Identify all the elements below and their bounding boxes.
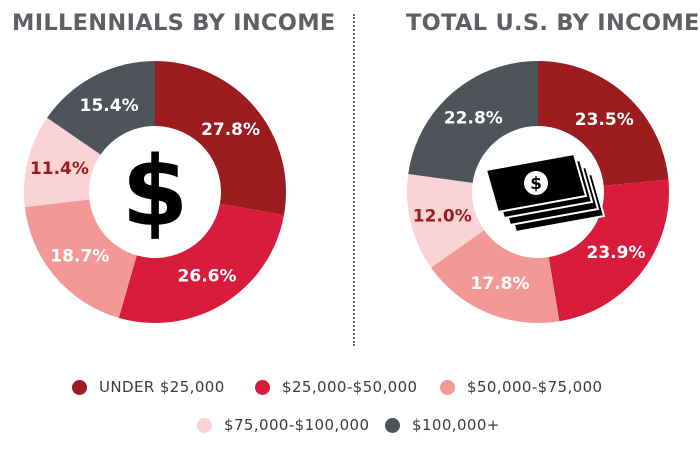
- legend-label: $100,000+: [412, 416, 500, 434]
- data-label: 17.8%: [471, 274, 530, 294]
- slice-25k-50k: [118, 203, 284, 323]
- slice-25k-50k: [548, 179, 669, 322]
- data-label: 12.0%: [413, 206, 472, 226]
- legend-item-50k-75k: $50,000-$75,000: [440, 378, 602, 396]
- legend-swatch: [255, 379, 270, 395]
- legend-label: UNDER $25,000: [99, 378, 225, 396]
- chart-title: TOTAL U.S. BY INCOME: [406, 10, 700, 36]
- legend: UNDER $25,000 $25,000-$50,000 $50,000-$7…: [0, 370, 700, 452]
- slice-50k-75k: [24, 199, 137, 318]
- divider: [353, 14, 355, 346]
- slice-100k-plus: [47, 61, 155, 155]
- chart-title: MILLENNIALS BY INCOME: [12, 10, 336, 36]
- legend-label: $25,000-$50,000: [282, 378, 418, 396]
- legend-swatch: [440, 379, 455, 395]
- slice-50k-75k: [431, 230, 560, 323]
- data-label: 11.4%: [30, 159, 89, 179]
- slice-75k-100k: [23, 117, 101, 208]
- data-label: 23.5%: [575, 110, 634, 130]
- legend-item-100k-plus: $100,000+: [385, 416, 500, 434]
- dollar-sign-icon: $: [122, 136, 189, 248]
- millennials-donut-chart: 27.8% 26.6% 18.7% 11.4% 15.4% $: [23, 61, 286, 323]
- money-stack-icon: $: [484, 152, 606, 234]
- millennials-chart-panel: MILLENNIALS BY INCOME 27.8% 26.6% 18.7% 11.…: [0, 0, 350, 350]
- total-us-donut-chart: 23.5% 23.9% 17.8% 12.0% 22.8% $: [407, 61, 669, 323]
- total-us-chart-panel: TOTAL U.S. BY INCOME 23.5% 23.9% 17.8% 12.0…: [350, 0, 700, 350]
- slice-100k-plus: [408, 61, 538, 183]
- legend-label: $75,000-$100,000: [224, 416, 370, 434]
- data-label: 15.4%: [80, 96, 139, 116]
- data-label: 26.6%: [178, 267, 237, 287]
- legend-label: $50,000-$75,000: [467, 378, 603, 396]
- svg-text:$: $: [530, 174, 542, 194]
- legend-item-75k-100k: $75,000-$100,000: [197, 416, 369, 434]
- legend-swatch: [197, 417, 212, 433]
- data-label: 27.8%: [201, 120, 260, 140]
- data-label: 18.7%: [50, 247, 109, 267]
- slice-under-25k: [155, 61, 286, 216]
- legend-item-under-25k: UNDER $25,000: [72, 378, 225, 396]
- legend-swatch: [72, 379, 87, 395]
- legend-swatch: [385, 417, 400, 433]
- data-label: 23.9%: [587, 243, 646, 263]
- slice-75k-100k: [407, 173, 485, 268]
- legend-item-25k-50k: $25,000-$50,000: [255, 378, 417, 396]
- slice-under-25k: [538, 61, 669, 186]
- data-label: 22.8%: [444, 109, 503, 129]
